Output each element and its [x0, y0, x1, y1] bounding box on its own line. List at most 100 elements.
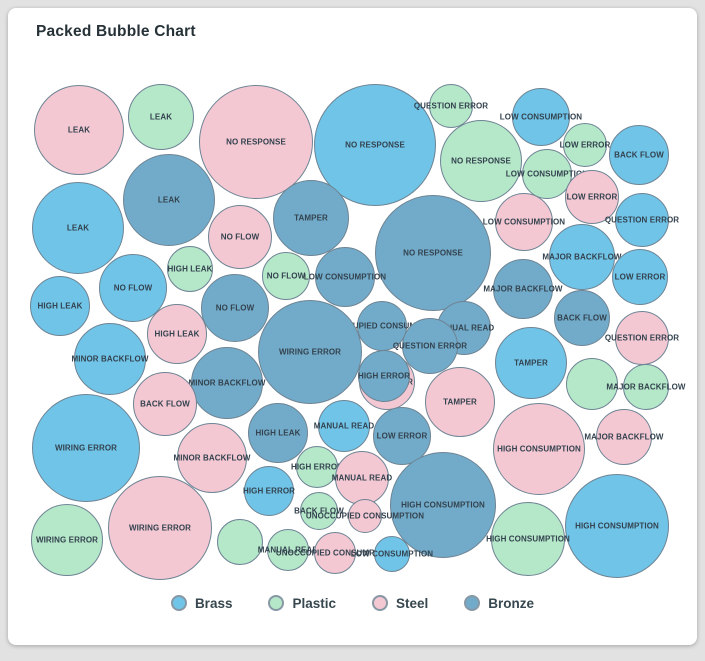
bubble-label: NO FLOW	[220, 232, 260, 242]
bubble-label: MAJOR BACKFLOW	[542, 252, 622, 262]
legend-item-steel[interactable]: Steel	[372, 595, 428, 611]
bubble-unlabeled[interactable]	[217, 519, 263, 565]
bubble-label: BACK FLOW	[294, 506, 344, 516]
bubble-tamper[interactable]: TAMPER	[495, 327, 567, 399]
bubble-minor-backflow[interactable]: MINOR BACKFLOW	[71, 323, 149, 395]
bubble-unoccupied-consumption[interactable]: UNOCCUPIED CONSUMPTION	[306, 499, 424, 533]
bubble-label: HIGH ERROR	[357, 371, 411, 381]
bubble-high-consumption[interactable]: HIGH CONSUMPTION	[486, 502, 570, 576]
bubble-major-backflow[interactable]: MAJOR BACKFLOW	[584, 409, 663, 465]
bubble-tamper[interactable]: TAMPER	[425, 367, 495, 437]
bubble-label: MAJOR BACKFLOW	[584, 432, 664, 442]
bubble-label: NO RESPONSE	[226, 137, 286, 147]
bubble-label: LEAK	[149, 112, 173, 122]
bubble-label: HIGH CONSUMPTION	[497, 444, 581, 454]
bubble-low-consumption[interactable]: LOW CONSUMPTION	[500, 88, 582, 146]
legend-item-plastic[interactable]: Plastic	[268, 595, 336, 611]
bubble-high-consumption[interactable]: HIGH CONSUMPTION	[493, 403, 585, 495]
bubble-label: MANUAL READ	[331, 473, 393, 483]
bubble-major-backflow[interactable]: MAJOR BACKFLOW	[606, 364, 685, 410]
bubble-no-flow[interactable]: NO FLOW	[201, 274, 269, 342]
bubble-low-consumption[interactable]: LOW CONSUMPTION	[483, 193, 565, 251]
bubble-no-flow[interactable]: NO FLOW	[208, 205, 272, 269]
bubble-back-flow[interactable]: BACK FLOW	[554, 290, 610, 346]
bubble-back-flow[interactable]: BACK FLOW	[294, 492, 344, 530]
legend-swatch-plastic-icon	[268, 595, 285, 611]
bubble-minor-backflow[interactable]: MINOR BACKFLOW	[189, 347, 265, 419]
bubble-label: LOW CONSUMPTION	[482, 217, 566, 227]
legend-item-brass[interactable]: Brass	[170, 595, 232, 611]
bubble-label: TAMPER	[443, 397, 477, 407]
legend-item-bronze[interactable]: Bronze	[464, 595, 534, 611]
bubble-manual-read[interactable]: MANUAL READ	[258, 529, 318, 571]
bubble-label: MINOR BACKFLOW	[71, 354, 149, 364]
bubble-question-error[interactable]: QUESTION ERROR	[393, 318, 467, 374]
bubble-high-error[interactable]: HIGH ERROR	[291, 446, 343, 488]
bubble-low-error[interactable]: LOW ERROR	[560, 123, 610, 167]
bubble-no-flow[interactable]: NO FLOW	[99, 254, 167, 322]
legend-swatch-steel-icon	[372, 595, 388, 611]
bubble-major-backflow[interactable]: MAJOR BACKFLOW	[542, 224, 621, 290]
bubble-label: WIRING ERROR	[35, 535, 99, 545]
bubble-low-error[interactable]: LOW ERROR	[612, 249, 668, 305]
bubble-label: HIGH LEAK	[255, 428, 301, 438]
bubble-high-consumption[interactable]: HIGH CONSUMPTION	[565, 474, 669, 578]
bubble-no-flow[interactable]: NO FLOW	[262, 252, 310, 300]
bubble-label: QUESTION ERROR	[604, 333, 680, 343]
bubble-label: HIGH LEAK	[154, 329, 200, 339]
bubble-high-error[interactable]: HIGH ERROR	[242, 466, 296, 516]
legend-label-steel: Steel	[396, 595, 429, 611]
bubble-unoccupied-consumption[interactable]: UNOCCUPIED CONSUMPTION	[323, 301, 441, 351]
bubble-label: HIGH CONSUMPTION	[401, 500, 485, 510]
bubble-high-error[interactable]: HIGH ERROR	[358, 350, 410, 402]
bubble-label: BACK FLOW	[614, 150, 664, 160]
bubble-wiring-error[interactable]: WIRING ERROR	[31, 504, 103, 576]
bubble-wiring-error[interactable]: WIRING ERROR	[108, 476, 212, 580]
bubble-high-leak[interactable]: HIGH LEAK	[167, 246, 213, 292]
bubble-high-leak[interactable]: HIGH LEAK	[30, 276, 90, 336]
bubble-no-response[interactable]: NO RESPONSE	[375, 195, 491, 311]
bubble-leak[interactable]: LEAK	[34, 85, 124, 175]
legend-label-plastic: Plastic	[292, 595, 336, 611]
bubble-label: WIRING ERROR	[128, 523, 192, 533]
bubble-label: HIGH LEAK	[37, 301, 83, 311]
bubble-label: QUESTION ERROR	[392, 341, 468, 351]
bubble-label: LOW ERROR	[566, 192, 618, 202]
bubble-question-error[interactable]: QUESTION ERROR	[605, 193, 679, 247]
bubble-label: HIGH ERROR	[242, 486, 296, 496]
bubble-low-error[interactable]: LOW ERROR	[565, 170, 619, 224]
bubble-unoccupied-consumption[interactable]: UNOCCUPIED CONSUMPTION	[276, 532, 394, 574]
bubble-tamper[interactable]: TAMPER	[273, 180, 349, 256]
bubble-label: LOW ERROR	[614, 272, 666, 282]
bubble-manual-read[interactable]: MANUAL READ	[332, 451, 392, 505]
bubble-low-consumption[interactable]: LOW CONSUMPTION	[304, 247, 386, 307]
bubble-leak[interactable]: LEAK	[32, 182, 124, 274]
bubble-wiring-error[interactable]: WIRING ERROR	[258, 300, 362, 404]
bubble-label: MAJOR BACKFLOW	[606, 382, 686, 392]
bubble-label: LOW ERROR	[559, 140, 611, 150]
bubble-label: WIRING ERROR	[54, 443, 118, 453]
bubble-leak[interactable]: LEAK	[128, 84, 194, 150]
bubble-low-consumption[interactable]: LOW CONSUMPTION	[351, 536, 433, 572]
bubble-minor-backflow[interactable]: MINOR BACKFLOW	[174, 423, 250, 493]
bubble-high-leak[interactable]: HIGH LEAK	[147, 304, 207, 364]
bubble-question-error[interactable]: QUESTION ERROR	[605, 311, 679, 365]
bubble-wiring-error[interactable]: WIRING ERROR	[32, 394, 140, 502]
legend-label-bronze: Bronze	[488, 595, 535, 611]
bubble-manual-read[interactable]: MANUAL READ	[314, 400, 374, 452]
bubble-no-response[interactable]: NO RESPONSE	[440, 120, 522, 202]
bubble-label: WIRING ERROR	[278, 347, 342, 357]
bubble-label: MANUAL READ	[313, 421, 375, 431]
bubble-label: HIGH LEAK	[167, 264, 213, 274]
bubble-major-backflow[interactable]: MAJOR BACKFLOW	[483, 259, 562, 319]
bubble-label: TAMPER	[514, 358, 548, 368]
bubble-label: LOW CONSUMPTION	[303, 272, 387, 282]
bubble-unlabeled[interactable]	[566, 358, 618, 410]
bubble-label: BACK FLOW	[140, 399, 190, 409]
bubble-back-flow[interactable]: BACK FLOW	[609, 125, 669, 185]
bubble-leak[interactable]: LEAK	[123, 154, 215, 246]
bubble-back-flow[interactable]: BACK FLOW	[133, 372, 197, 436]
bubble-label: LEAK	[157, 195, 181, 205]
